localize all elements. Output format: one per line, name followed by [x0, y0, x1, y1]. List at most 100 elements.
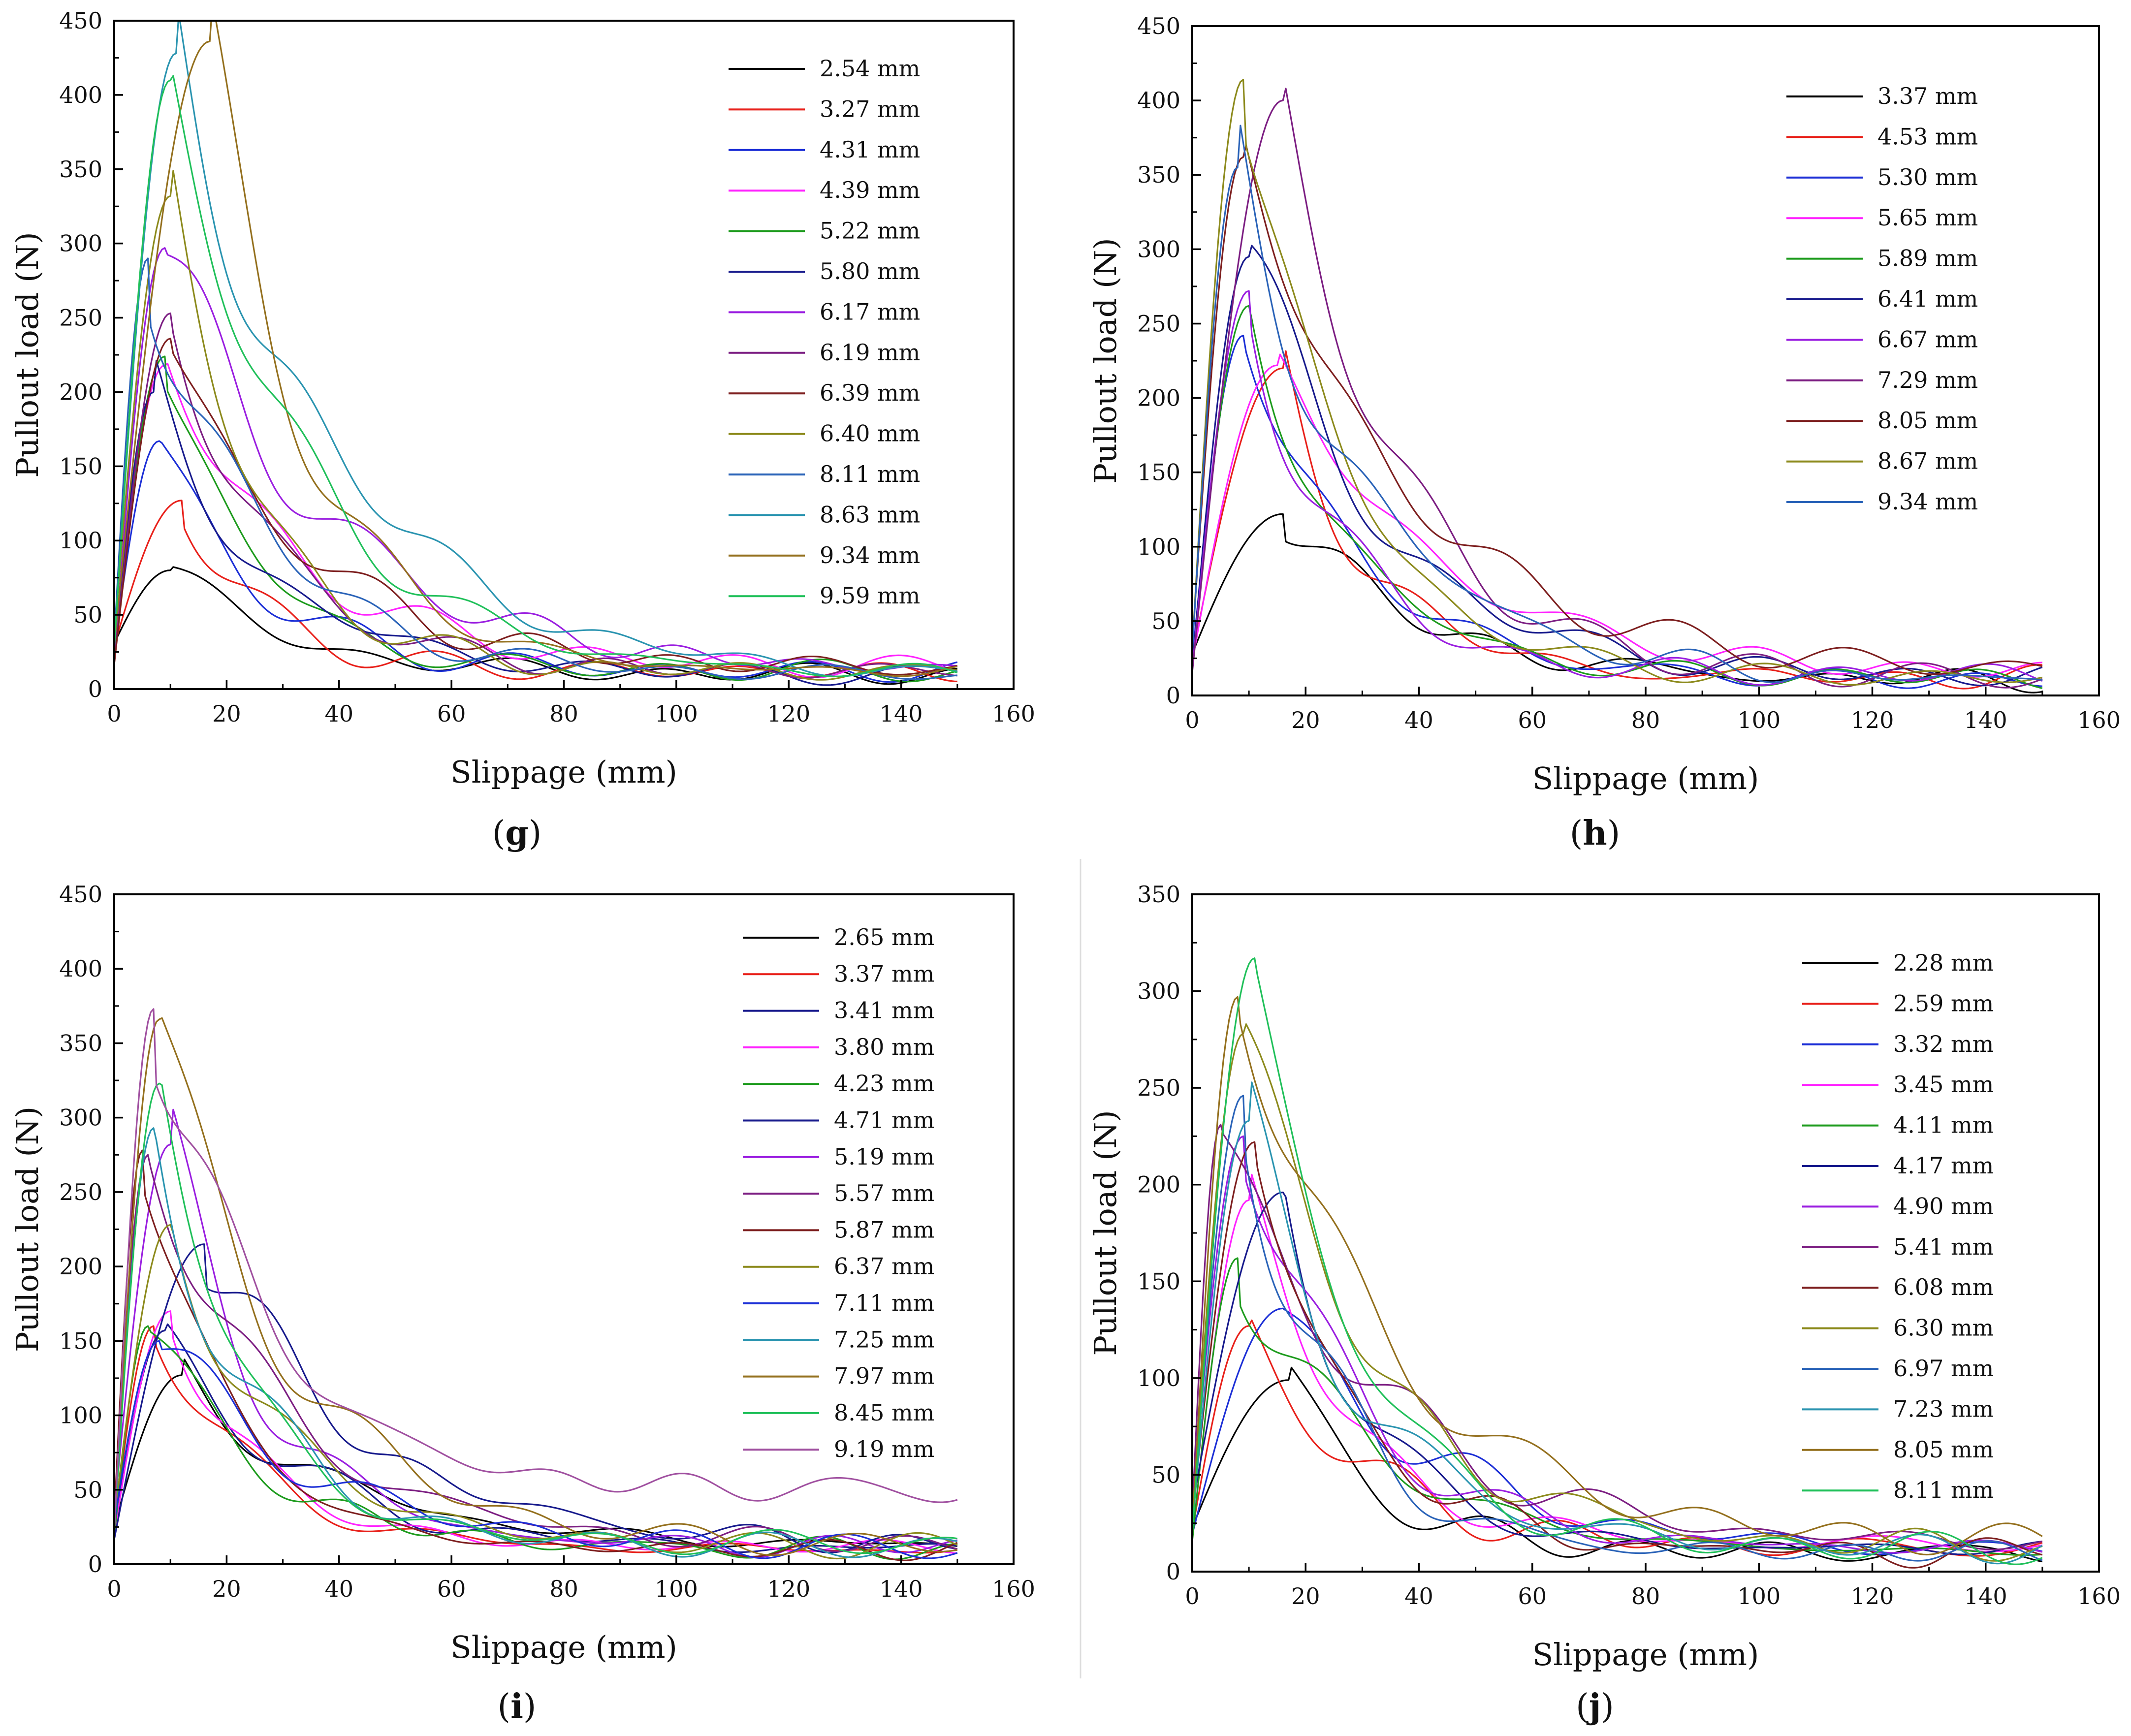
- series-group: [1192, 79, 2043, 694]
- x-tick-label: 0: [107, 700, 121, 727]
- chart-panel-h: 0 20 40 60 80 100 120 140 160 0 50 100 150 200 250 300 3…: [1087, 13, 2121, 853]
- legend-entry: 5.19 mm: [834, 1143, 934, 1170]
- legend-entry: 6.39 mm: [820, 379, 920, 406]
- x-tick-label: 20: [1291, 1583, 1320, 1610]
- y-tick-label: 250: [59, 305, 102, 331]
- y-tick-label: 350: [1137, 881, 1180, 908]
- series-line-6-39-mm: [114, 338, 958, 676]
- x-axis-title: Slippage (mm): [450, 1629, 677, 1665]
- y-tick-label: 200: [1137, 385, 1180, 411]
- series-line-4-11-mm: [1192, 1257, 2042, 1556]
- legend-entry: 2.65 mm: [834, 924, 934, 950]
- legend-entry: 6.41 mm: [1877, 285, 1978, 312]
- legend-entry: 4.17 mm: [1893, 1152, 1994, 1179]
- series-line-8-11-mm: [1192, 957, 2043, 1565]
- legend-entry: 9.19 mm: [834, 1436, 934, 1462]
- series-line-8-05-mm: [1192, 144, 2043, 675]
- legend-entry: 8.11 mm: [820, 461, 920, 487]
- panel-label: (g): [492, 814, 542, 853]
- x-tick-label: 100: [655, 1576, 698, 1602]
- series-line-8-67-mm: [1192, 79, 2043, 686]
- legend: 2.65 mm 3.37 mm 3.41 mm 3.80 mm 4.23 mm 4.71 …: [743, 924, 934, 1462]
- series-line-4-71-mm: [114, 1243, 957, 1553]
- series-line-7-25-mm: [114, 1127, 958, 1558]
- series-line-2-59-mm: [1192, 1319, 2043, 1557]
- x-tick-label: 120: [1851, 707, 1894, 733]
- y-tick-label: 200: [1137, 1171, 1180, 1198]
- y-tick-label: 350: [59, 156, 102, 183]
- series-line-6-40-mm: [114, 170, 957, 681]
- y-tick-label: 50: [73, 601, 102, 628]
- series-line-8-45-mm: [114, 1082, 958, 1555]
- x-tick-label: 80: [549, 700, 578, 727]
- x-axis-title: Slippage (mm): [1532, 760, 1759, 796]
- y-tick-label: 400: [59, 82, 102, 108]
- y-tick-label: 250: [1137, 310, 1180, 337]
- legend-entry: 6.19 mm: [820, 339, 920, 366]
- x-tick-label: 160: [2077, 1583, 2121, 1610]
- legend-entry: 2.28 mm: [1893, 949, 1994, 976]
- legend-entry: 7.97 mm: [834, 1363, 934, 1389]
- series-line-6-97-mm: [1192, 1095, 2043, 1562]
- legend-entry: 6.17 mm: [820, 298, 920, 325]
- legend-entry: 4.11 mm: [1893, 1112, 1994, 1138]
- series-line-9-19-mm: [114, 1008, 958, 1534]
- series-line-8-63-mm: [114, 21, 958, 677]
- legend-entry: 6.30 mm: [1893, 1315, 1994, 1341]
- legend-entry: 7.23 mm: [1893, 1395, 1994, 1422]
- x-axis-title: Slippage (mm): [1532, 1637, 1759, 1673]
- series-line-3-41-mm: [114, 1323, 958, 1553]
- y-tick-label: 450: [59, 881, 102, 908]
- series-line-6-08-mm: [1192, 1141, 2043, 1569]
- legend-entry: 3.37 mm: [1877, 83, 1978, 109]
- legend-entry: 3.27 mm: [820, 95, 920, 122]
- y-tick-label: 300: [59, 230, 102, 257]
- legend-entry: 3.45 mm: [1893, 1071, 1994, 1098]
- series-line-2-54-mm: [114, 566, 957, 685]
- series-line-7-23-mm: [1192, 1081, 2043, 1565]
- series-line-5-65-mm: [1192, 353, 2042, 678]
- chart-panel-g: 0 20 40 60 80 100 120 140 160 0 50 100 150 200 250 300 3…: [9, 7, 1035, 853]
- y-tick-label: 200: [59, 1253, 102, 1280]
- legend-entry: 5.41 mm: [1893, 1233, 1994, 1260]
- x-tick-label: 120: [767, 700, 810, 727]
- y-tick-label: 350: [1137, 161, 1180, 188]
- series-group: [1192, 957, 2043, 1569]
- x-tick-label: 140: [880, 1576, 923, 1602]
- series-group: [114, 21, 958, 686]
- y-axis-title: Pullout load (N): [9, 232, 45, 477]
- legend-entry: 3.80 mm: [834, 1034, 934, 1060]
- legend-entry: 4.71 mm: [834, 1107, 934, 1134]
- x-tick-label: 100: [1737, 707, 1781, 733]
- y-tick-label: 50: [1151, 1461, 1180, 1488]
- legend-entry: 5.87 mm: [834, 1216, 934, 1243]
- legend-entry: 6.97 mm: [1893, 1355, 1994, 1382]
- legend: 3.37 mm 4.53 mm 5.30 mm 5.65 mm 5.89 mm 6.41 …: [1786, 83, 1978, 515]
- legend-entry: 9.59 mm: [820, 582, 920, 609]
- x-tick-label: 160: [2077, 707, 2121, 733]
- x-tick-label: 100: [1737, 1583, 1781, 1610]
- x-tick-label: 80: [1631, 1583, 1660, 1610]
- legend-entry: 9.34 mm: [1877, 488, 1978, 515]
- legend-entry: 6.08 mm: [1893, 1274, 1994, 1300]
- x-tick-label: 0: [107, 1576, 121, 1602]
- legend-entry: 8.67 mm: [1877, 448, 1978, 474]
- y-tick-label: 300: [59, 1105, 102, 1131]
- legend-entry: 8.63 mm: [820, 501, 920, 528]
- y-tick-label: 250: [59, 1179, 102, 1205]
- legend: 2.54 mm 3.27 mm 4.31 mm 4.39 mm 5.22 mm 5.80 …: [729, 55, 920, 609]
- x-tick-label: 60: [1518, 707, 1547, 733]
- series-line-5-19-mm: [114, 1108, 958, 1558]
- x-tick-label: 60: [437, 1576, 466, 1602]
- series-line-8-11-mm: [114, 257, 957, 680]
- legend-entry: 5.30 mm: [1877, 164, 1978, 190]
- y-tick-label: 150: [1137, 1268, 1180, 1294]
- x-axis-title: Slippage (mm): [450, 754, 677, 790]
- series-line-5-22-mm: [114, 355, 958, 683]
- x-tick-label: 80: [549, 1576, 578, 1602]
- series-line-7-97-mm: [114, 1017, 958, 1556]
- legend-entry: 5.65 mm: [1877, 204, 1978, 231]
- series-line-6-37-mm: [114, 1224, 958, 1560]
- x-tick-label: 0: [1185, 1583, 1199, 1610]
